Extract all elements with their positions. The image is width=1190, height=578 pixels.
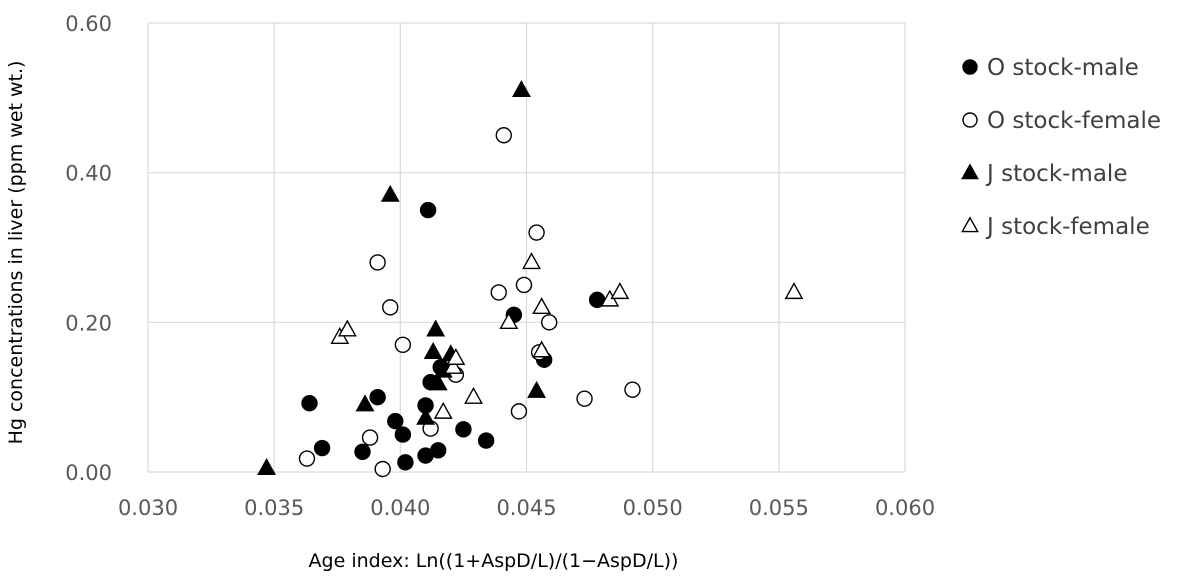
data-point [433, 401, 453, 419]
data-point [541, 314, 558, 331]
data-point [512, 80, 531, 98]
data-point [464, 386, 483, 404]
data-point [337, 319, 357, 337]
data-point [426, 319, 446, 337]
x-tick-label: 0.045 [496, 496, 556, 520]
data-point [510, 403, 528, 420]
legend-label: J stock-male [985, 161, 1127, 187]
series-j-stock-male [257, 80, 547, 475]
data-point [416, 407, 436, 425]
series-j-stock-female [330, 252, 804, 419]
legend-marker [962, 59, 978, 75]
data-point [394, 426, 412, 443]
data-point [313, 439, 331, 457]
data-point [382, 299, 399, 316]
data-point [380, 184, 400, 202]
data-point [387, 412, 404, 430]
x-tick-label: 0.050 [623, 496, 683, 520]
data-point [257, 457, 277, 475]
data-point [394, 336, 412, 353]
data-point [419, 201, 437, 219]
data-point [495, 127, 512, 144]
legend-item: J stock-male [961, 161, 1127, 187]
y-tick-label: 0.00 [65, 461, 112, 485]
data-point [443, 356, 463, 374]
data-point [528, 224, 545, 241]
data-point [423, 341, 443, 359]
data-point [301, 394, 318, 412]
x-tick-label: 0.030 [118, 496, 178, 520]
legend-label: O stock-male [987, 55, 1139, 81]
data-point [355, 394, 375, 412]
legend-item: J stock-female [961, 214, 1150, 240]
data-point [369, 388, 386, 406]
series-o-stock-male [301, 201, 606, 471]
data-point [455, 421, 472, 438]
tick-labels: 0.030 0.035 0.040 0.045 0.050 0.055 0.060 0.00 0… [65, 12, 935, 520]
data-point [361, 429, 379, 446]
data-point [532, 297, 552, 315]
data-point [354, 443, 371, 460]
y-axis-title: Hg concentrations in liver (ppm wet wt.) [5, 61, 27, 445]
legend-marker [961, 163, 979, 180]
legend-item: O stock-male [962, 55, 1139, 81]
data-point [446, 347, 466, 365]
y-tick-label: 0.20 [65, 311, 112, 335]
x-tick-label: 0.035 [244, 496, 304, 520]
legend-label: J stock-female [985, 214, 1150, 240]
x-axis-title: Age index: Ln((1+AspD/L)/(1−AspD/L)) [309, 550, 679, 572]
data-point [397, 454, 414, 471]
x-tick-label: 0.040 [370, 496, 430, 520]
data-point [532, 340, 552, 358]
data-point [429, 442, 447, 459]
data-points [257, 80, 804, 478]
data-point [369, 254, 386, 271]
data-point [428, 373, 448, 391]
legend: O stock-male O stock-female J stock-male J … [961, 55, 1161, 240]
y-tick-label: 0.40 [65, 162, 112, 186]
x-tick-label: 0.055 [749, 496, 809, 520]
data-point [499, 312, 519, 330]
data-point [477, 432, 495, 449]
data-point [374, 460, 391, 478]
legend-item: O stock-female [962, 108, 1161, 134]
data-point [624, 381, 641, 398]
data-point [576, 390, 593, 407]
data-point [527, 380, 547, 398]
legend-marker [962, 112, 978, 128]
data-point [522, 252, 541, 270]
data-point [490, 284, 507, 301]
x-tick-label: 0.060 [875, 496, 935, 520]
y-tick-label: 0.60 [65, 12, 112, 36]
data-point [610, 282, 630, 300]
grid [147, 22, 906, 473]
data-point [784, 282, 804, 300]
data-point [515, 276, 533, 294]
data-point [298, 450, 316, 467]
series-o-stock-female [298, 127, 641, 478]
legend-label: O stock-female [987, 108, 1161, 134]
legend-marker [961, 216, 979, 233]
